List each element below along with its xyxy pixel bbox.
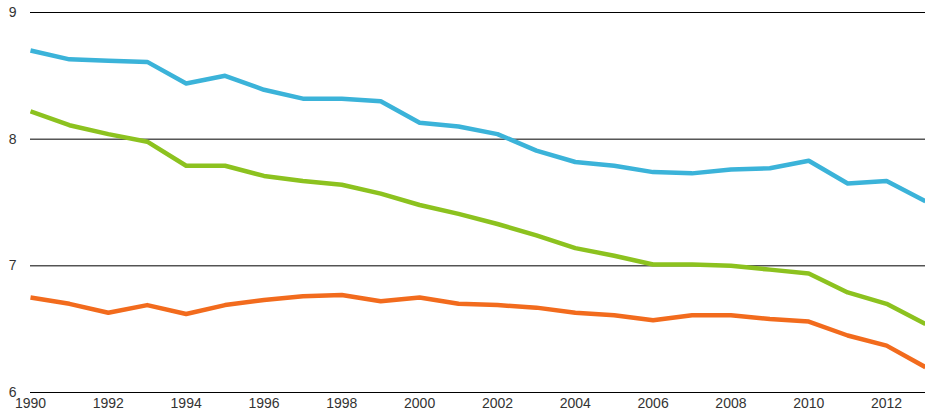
svg-text:2004: 2004 <box>560 395 591 411</box>
svg-text:1992: 1992 <box>93 395 124 411</box>
svg-text:2006: 2006 <box>638 395 669 411</box>
svg-text:1994: 1994 <box>171 395 202 411</box>
svg-text:2008: 2008 <box>715 395 746 411</box>
svg-text:8: 8 <box>9 131 17 147</box>
svg-text:1998: 1998 <box>326 395 357 411</box>
svg-text:2010: 2010 <box>793 395 824 411</box>
svg-text:9: 9 <box>9 4 17 20</box>
svg-text:2002: 2002 <box>482 395 513 411</box>
svg-text:7: 7 <box>9 257 17 273</box>
svg-text:1996: 1996 <box>248 395 279 411</box>
svg-text:2000: 2000 <box>404 395 435 411</box>
svg-text:2012: 2012 <box>871 395 902 411</box>
svg-text:1990: 1990 <box>15 395 46 411</box>
svg-text:6: 6 <box>9 384 17 400</box>
